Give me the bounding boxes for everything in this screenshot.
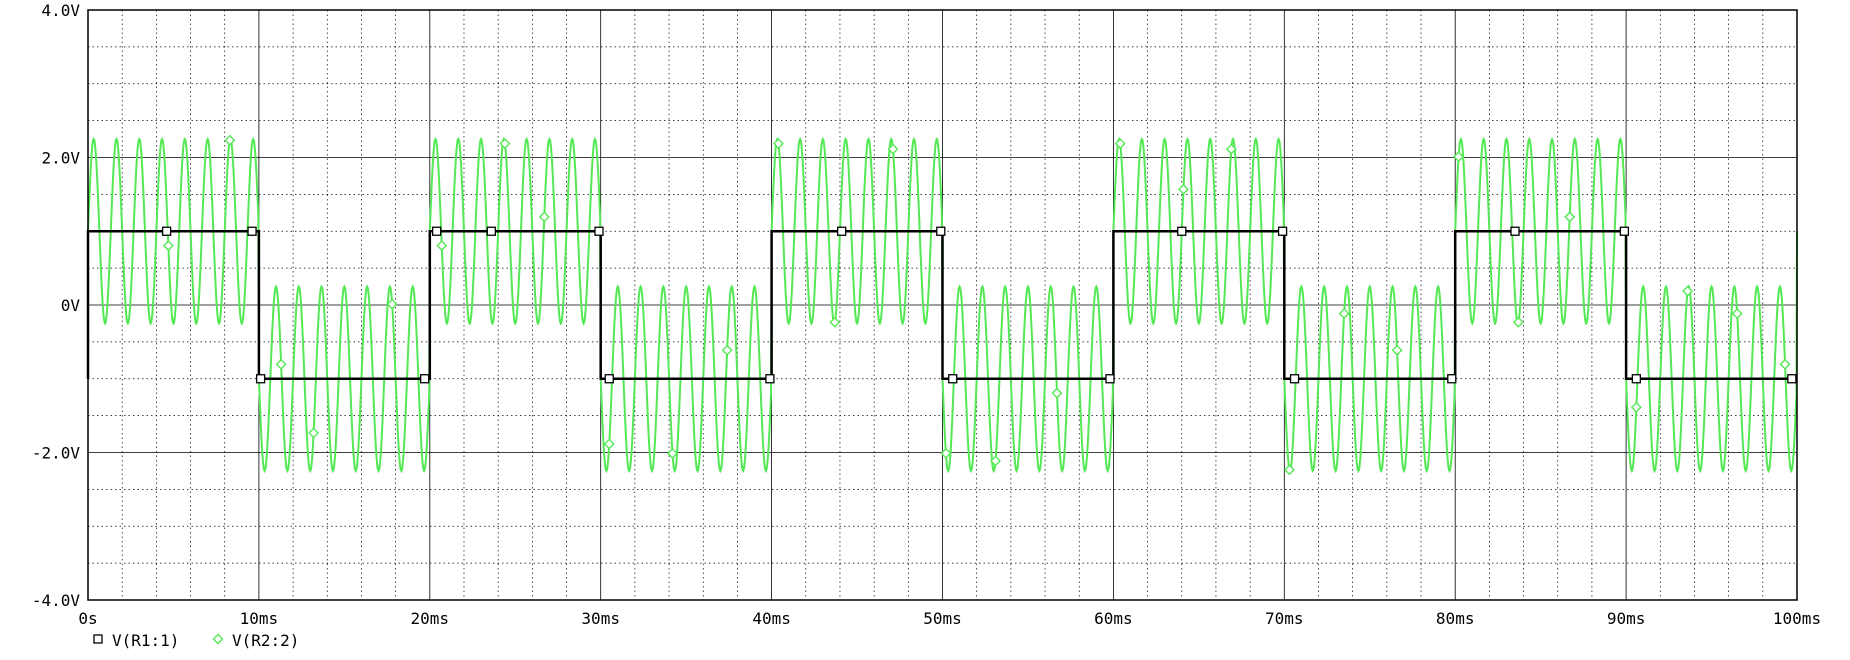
x-tick-label: 40ms: [752, 609, 791, 628]
legend: V(R1:1) V(R2:2): [93, 631, 299, 650]
series-marker-v-r2-2: [538, 211, 550, 223]
series-marker-v-r1-1: [1631, 374, 1642, 384]
series-marker-v-r2-2: [721, 344, 733, 356]
series-marker-v-r1-1: [1510, 226, 1520, 236]
y-tick-label: 0V: [61, 296, 81, 315]
x-tick-label: 20ms: [411, 609, 450, 628]
plot-frame: [87, 9, 1798, 601]
series-marker-v-r2-2: [275, 358, 287, 370]
series-v-r1-1: [86, 226, 1797, 384]
series-marker-v-r2-2: [1391, 344, 1403, 356]
x-tick-label: 70ms: [1265, 609, 1304, 628]
series-marker-v-r1-1: [604, 374, 614, 384]
series-marker-v-r2-2: [1512, 316, 1524, 328]
series-marker-v-r2-2: [308, 427, 320, 439]
series-marker-v-r2-2: [1453, 151, 1465, 163]
series-marker-v-r1-1: [1289, 374, 1300, 384]
x-tick-label: 100ms: [1773, 609, 1821, 628]
series-marker-v-r1-1: [1277, 226, 1288, 236]
legend-marker-diamond: [212, 633, 224, 645]
series-marker-v-r2-2: [1630, 401, 1642, 413]
series-marker-v-r1-1: [161, 226, 172, 236]
y-tick-label: 2.0V: [41, 149, 80, 168]
y-tick-label: -4.0V: [32, 591, 81, 610]
series-marker-v-r1-1: [837, 226, 847, 236]
series-marker-v-r2-2: [1731, 308, 1743, 320]
y-axis-ticks: 4.0V 2.0V 0V -2.0V -4.0V: [32, 1, 81, 610]
series-marker-v-r1-1: [255, 374, 266, 384]
series-marker-v-r1-1: [1619, 226, 1630, 236]
y-tick-label: 4.0V: [41, 1, 80, 20]
series-marker-v-r2-2: [1779, 358, 1791, 370]
series-marker-v-r2-2: [603, 438, 615, 450]
series-marker-v-r1-1: [765, 374, 775, 384]
series-marker-v-r1-1: [1447, 374, 1457, 384]
series-marker-v-r2-2: [666, 447, 678, 459]
series-marker-v-r1-1: [1177, 226, 1187, 236]
series-marker-v-r2-2: [499, 138, 511, 150]
series-marker-v-r1-1: [431, 226, 442, 236]
x-tick-label: 90ms: [1607, 609, 1646, 628]
x-tick-label: 80ms: [1436, 609, 1475, 628]
series-marker-v-r2-2: [224, 134, 236, 146]
series-marker-v-r2-2: [1682, 285, 1694, 297]
legend-marker-square: [93, 634, 103, 644]
legend-label-v-r1-1: V(R1:1): [112, 631, 179, 650]
series-marker-v-r1-1: [948, 374, 958, 384]
series-marker-v-r2-2: [1225, 143, 1237, 155]
y-tick-label: -2.0V: [32, 444, 81, 463]
x-tick-label: 0s: [78, 609, 97, 628]
series-marker-v-r1-1: [486, 226, 496, 236]
series-marker-v-r2-2: [1114, 138, 1126, 150]
series-marker-v-r2-2: [1283, 464, 1295, 476]
series-marker-v-r2-2: [989, 455, 1001, 467]
x-tick-label: 50ms: [923, 609, 962, 628]
series-marker-v-r2-2: [1338, 308, 1350, 320]
series-marker-v-r1-1: [1105, 374, 1115, 384]
series-marker-v-r2-2: [436, 240, 448, 252]
x-tick-label: 10ms: [240, 609, 279, 628]
series-marker-v-r1-1: [420, 374, 430, 384]
series-marker-v-r2-2: [1177, 183, 1189, 195]
series-marker-v-r1-1: [936, 226, 946, 236]
series-marker-v-r2-2: [887, 143, 899, 155]
series-marker-v-r2-2: [1564, 211, 1576, 223]
x-tick-label: 60ms: [1094, 609, 1133, 628]
series-marker-v-r2-2: [829, 316, 841, 328]
x-axis-ticks: 0s 10ms 20ms 30ms 40ms 50ms 60ms 70ms 80ms 90ms 10…: [78, 609, 1821, 628]
series-marker-v-r2-2: [386, 298, 398, 310]
series-marker-v-r2-2: [772, 138, 784, 150]
series-marker-v-r2-2: [940, 447, 952, 459]
series-marker-v-r2-2: [162, 240, 174, 252]
legend-label-v-r2-2: V(R2:2): [232, 631, 299, 650]
series-marker-v-r1-1: [247, 226, 257, 236]
x-tick-label: 30ms: [581, 609, 620, 628]
series-marker-v-r1-1: [1787, 374, 1797, 384]
series-marker-v-r1-1: [594, 226, 604, 236]
series-marker-v-r2-2: [1051, 387, 1063, 399]
